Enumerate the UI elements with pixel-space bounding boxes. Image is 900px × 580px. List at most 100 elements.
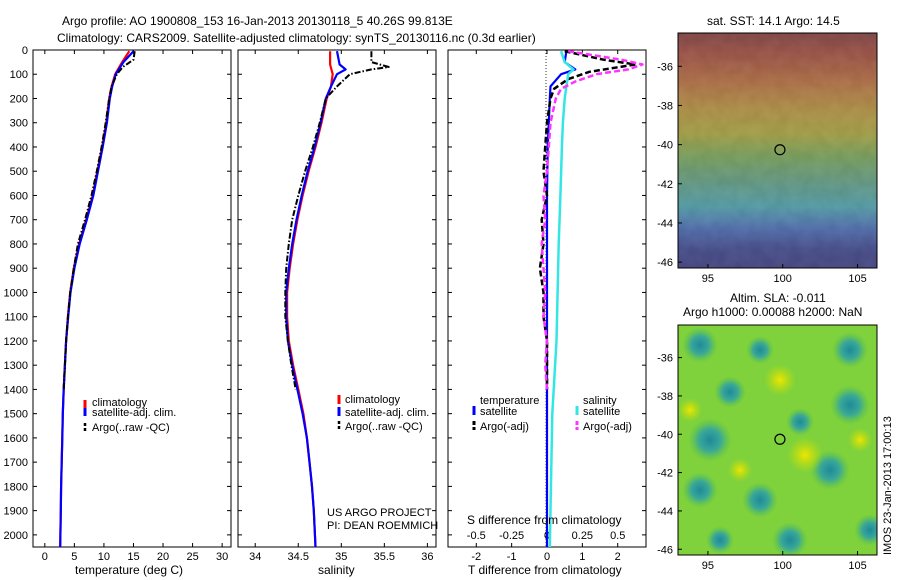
salinity-axes-frame xyxy=(237,49,437,548)
sla-eddy xyxy=(682,472,718,508)
x-tick-label: 10 xyxy=(98,551,110,563)
series-line-argo-adj- xyxy=(540,49,644,390)
map-x-tick-label: 100 xyxy=(774,273,792,285)
map-y-tick-label: -42 xyxy=(657,468,673,480)
sla-eddy xyxy=(706,526,734,554)
project-annotation: US ARGO PROJECT xyxy=(327,507,432,519)
sla-eddy xyxy=(742,482,778,518)
x-tick-label: 30 xyxy=(216,551,228,563)
s-difference-xlabel: S difference from climatology xyxy=(467,513,622,527)
depth-tick-label: 900 xyxy=(10,263,28,275)
temperature-legend: climatology satellite-adj. clim. Argo(..… xyxy=(83,397,176,434)
depth-tick-label: 1700 xyxy=(4,457,28,469)
sla-eddies xyxy=(678,327,877,555)
map-y-tick-label: -44 xyxy=(657,506,673,518)
depth-tick-label: 1900 xyxy=(4,506,28,518)
depth-tick-label: 1300 xyxy=(4,360,28,372)
sst-map-title: sat. SST: 14.1 Argo: 14.5 xyxy=(707,14,840,28)
s-tick-label: 0.25 xyxy=(572,530,593,542)
sla-high xyxy=(678,398,702,422)
map-x-tick-label: 105 xyxy=(848,560,866,572)
x-tick-label: 20 xyxy=(157,551,169,563)
argo-position-marker xyxy=(774,433,786,445)
legend-label-t-satellite: satellite xyxy=(480,406,517,418)
map-y-tick-label: -38 xyxy=(657,391,673,403)
legend-label-climatology: climatology xyxy=(92,397,148,409)
series-line-satellite-adj-clim- xyxy=(59,50,135,548)
x-tick-label: 5 xyxy=(71,551,77,563)
map-x-tick-label: 100 xyxy=(774,560,792,572)
legend-label-argo: Argo(..raw -QC) xyxy=(345,421,423,433)
map-y-tick-label: -40 xyxy=(657,429,673,441)
x-tick-label: -2 xyxy=(471,551,481,563)
map-y-tick-label: -36 xyxy=(657,61,673,73)
x-tick-label: -1 xyxy=(507,551,517,563)
depth-tick-label: 1100 xyxy=(4,312,28,324)
legend-label-s-satellite: satellite xyxy=(583,406,620,418)
depth-tick-label: 200 xyxy=(10,93,28,105)
t-difference-xlabel: T difference from climatology xyxy=(468,563,622,577)
x-tick-label: 35 xyxy=(335,551,347,563)
sla-eddy xyxy=(786,408,814,436)
header-line2: Climatology: CARS2009. Satellite-adjuste… xyxy=(57,31,536,45)
series-line-satellite-adj-clim- xyxy=(285,50,347,548)
map-y-tick-label: -44 xyxy=(657,218,673,230)
map-y-tick-label: -42 xyxy=(657,179,673,191)
map-y-tick-label: -40 xyxy=(657,140,673,152)
legend-label-argo: Argo(..raw -QC) xyxy=(92,422,170,434)
depth-tick-label: 2000 xyxy=(4,530,28,542)
depth-tick-label: 300 xyxy=(10,118,28,130)
legend-label-satellite: satellite-adj. clim. xyxy=(92,407,176,419)
x-tick-label: 1 xyxy=(579,551,585,563)
sst-map-frame xyxy=(677,32,878,269)
sla-eddy xyxy=(832,332,868,368)
depth-tick-label: 700 xyxy=(10,215,28,227)
s-tick-label: 0.5 xyxy=(610,530,625,542)
sla-eddy xyxy=(746,336,774,364)
map-y-tick-label: -38 xyxy=(657,100,673,112)
x-tick-label: 15 xyxy=(127,551,139,563)
depth-tick-label: 800 xyxy=(10,239,28,251)
sla-high xyxy=(848,428,872,452)
map-y-tick-label: -46 xyxy=(657,257,673,269)
temperature-panel: 0100200300400500600700800900100011001200… xyxy=(4,45,232,577)
s-tick-label: -0.5 xyxy=(467,530,486,542)
sla-high xyxy=(728,458,752,482)
s-tick-label: -0.25 xyxy=(499,530,524,542)
legend-label-climatology: climatology xyxy=(345,394,401,406)
depth-tick-label: 1200 xyxy=(4,336,28,348)
legend-header-salinity: salinity xyxy=(583,395,617,407)
depth-tick-label: 600 xyxy=(10,190,28,202)
x-tick-label: 25 xyxy=(186,551,198,563)
sla-eddy xyxy=(714,376,746,408)
series-line-argo-raw-qc- xyxy=(284,51,390,390)
difference-legend: temperature salinity satellite Argo(-adj… xyxy=(472,395,632,433)
sla-map-title-line1: Altim. SLA: -0.011 xyxy=(730,291,826,305)
header-line1: Argo profile: AO 1900808_153 16-Jan-2013… xyxy=(62,14,453,28)
depth-tick-label: 1600 xyxy=(4,433,28,445)
series-line-satellite xyxy=(548,50,575,548)
x-tick-label: 36 xyxy=(421,551,433,563)
map-x-tick-label: 95 xyxy=(702,273,714,285)
map-x-tick-label: 95 xyxy=(702,560,714,572)
difference-panel: -2 -1 0 1 2-0.5 -0.25 0 0.25 0.5 T difference fr… xyxy=(447,49,647,577)
legend-header-temperature: temperature xyxy=(480,395,539,407)
sla-high xyxy=(787,437,823,473)
sst-map-panel: sat. SST: 14.1 Argo: 14.5 xyxy=(657,14,878,285)
sla-eddy xyxy=(772,522,808,555)
imos-credit: IMOS 23-Jan-2013 17:00:13 xyxy=(882,416,894,555)
sla-map-title-line2: Argo h1000: 0.00088 h2000: NaN xyxy=(683,305,862,319)
depth-tick-label: 1500 xyxy=(4,409,28,421)
depth-tick-label: 1000 xyxy=(4,287,28,299)
map-y-tick-label: -36 xyxy=(657,353,673,365)
x-tick-label: 35.5 xyxy=(374,551,395,563)
sla-eddy xyxy=(830,385,870,425)
legend-label-t-argo: Argo(-adj) xyxy=(480,421,529,433)
x-tick-label: 2 xyxy=(615,551,621,563)
depth-tick-label: 500 xyxy=(10,166,28,178)
x-tick-label: 0 xyxy=(42,551,48,563)
argo-position-marker xyxy=(774,144,786,156)
sla-eddy xyxy=(682,327,718,363)
sla-map-panel: Altim. SLA: -0.011 Argo h1000: 0.00088 h… xyxy=(657,291,878,572)
